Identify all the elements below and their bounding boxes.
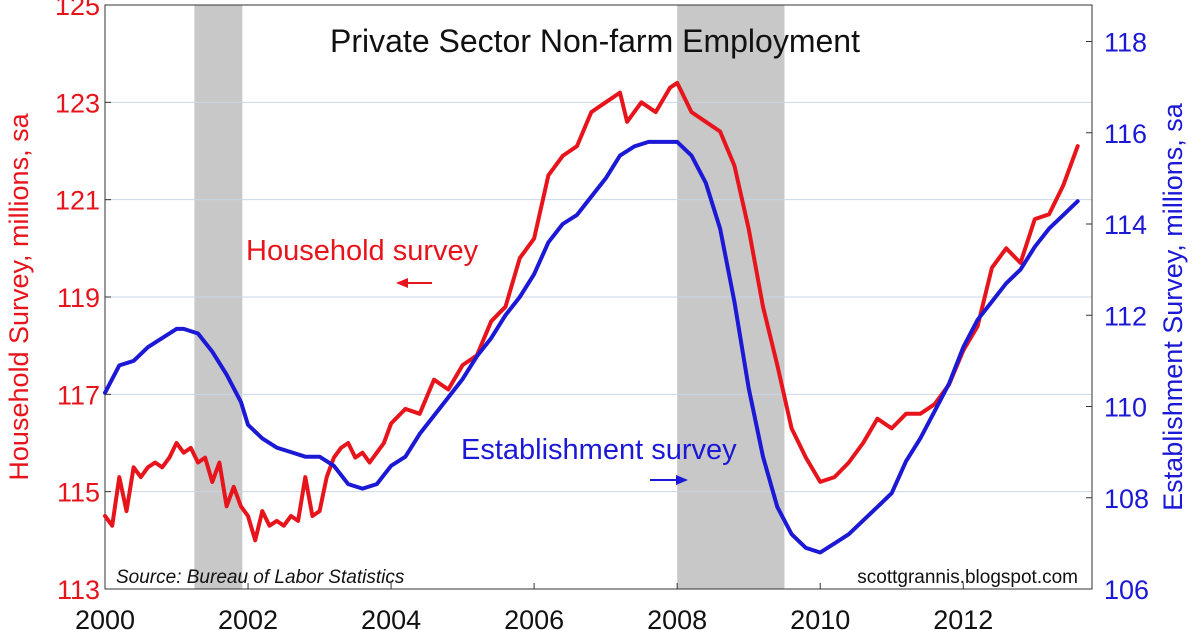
chart-title: Private Sector Non-farm Employment (330, 23, 860, 59)
x-tick-label: 2004 (361, 605, 421, 630)
y-right-tick-label: 114 (1104, 210, 1147, 240)
x-tick-label: 2010 (790, 605, 850, 630)
household-series-line (103, 80, 1080, 543)
establishment-arrow (650, 475, 688, 485)
y-right-tick-label: 118 (1104, 28, 1147, 58)
y-right-tick-label: 106 (1104, 575, 1149, 605)
source-note: Source: Bureau of Labor Statistics (116, 567, 405, 588)
y-left-tick-label: 119 (57, 283, 100, 313)
y-left-tick-label: 123 (55, 88, 100, 118)
y-axis-left-label: Household Survey, millions, sa (4, 112, 34, 480)
y-right-tick-label: 110 (1104, 393, 1147, 423)
household-annotation: Household survey (246, 235, 479, 267)
series (103, 80, 1080, 555)
x-tick-label: 2008 (647, 605, 707, 630)
y-left-tick-label: 113 (57, 575, 100, 605)
establishment-series-line (103, 139, 1080, 555)
y-left-tick-label: 117 (57, 380, 100, 410)
y-right-tick-label: 108 (1104, 484, 1149, 514)
y-left-tick-label: 121 (55, 186, 100, 216)
x-tick-label: 2006 (504, 605, 564, 630)
y-left-tick-label: 115 (57, 478, 100, 508)
y-right-tick-label: 112 (1104, 301, 1147, 331)
establishment-annotation: Establishment survey (461, 434, 737, 466)
ticks: 113 115 117 119 121 123 125 106 108 110 112 114 116 1… (55, 0, 1149, 630)
grid (105, 101, 1092, 493)
y-axis-right-label: Establishment Survey, millions, sa (1158, 102, 1188, 511)
x-tick-label: 2002 (218, 605, 278, 630)
y-left-tick-label: 125 (55, 0, 100, 21)
x-tick-label: 2000 (75, 605, 135, 630)
household-arrow (396, 278, 432, 288)
watermark: scottgrannis.blogspot.com (857, 567, 1078, 588)
x-tick-label: 2012 (933, 605, 993, 630)
y-right-tick-label: 116 (1104, 119, 1147, 149)
